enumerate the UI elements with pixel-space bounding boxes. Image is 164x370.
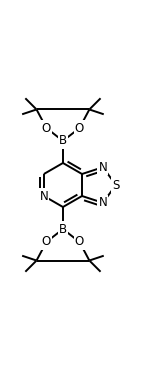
Text: N: N bbox=[99, 161, 107, 174]
Text: O: O bbox=[42, 121, 51, 135]
Text: O: O bbox=[75, 235, 84, 249]
Text: B: B bbox=[59, 134, 67, 148]
Text: O: O bbox=[42, 235, 51, 249]
Text: N: N bbox=[40, 189, 48, 202]
Text: O: O bbox=[75, 121, 84, 135]
Text: B: B bbox=[59, 222, 67, 236]
Text: S: S bbox=[112, 178, 120, 192]
Text: N: N bbox=[99, 196, 107, 209]
